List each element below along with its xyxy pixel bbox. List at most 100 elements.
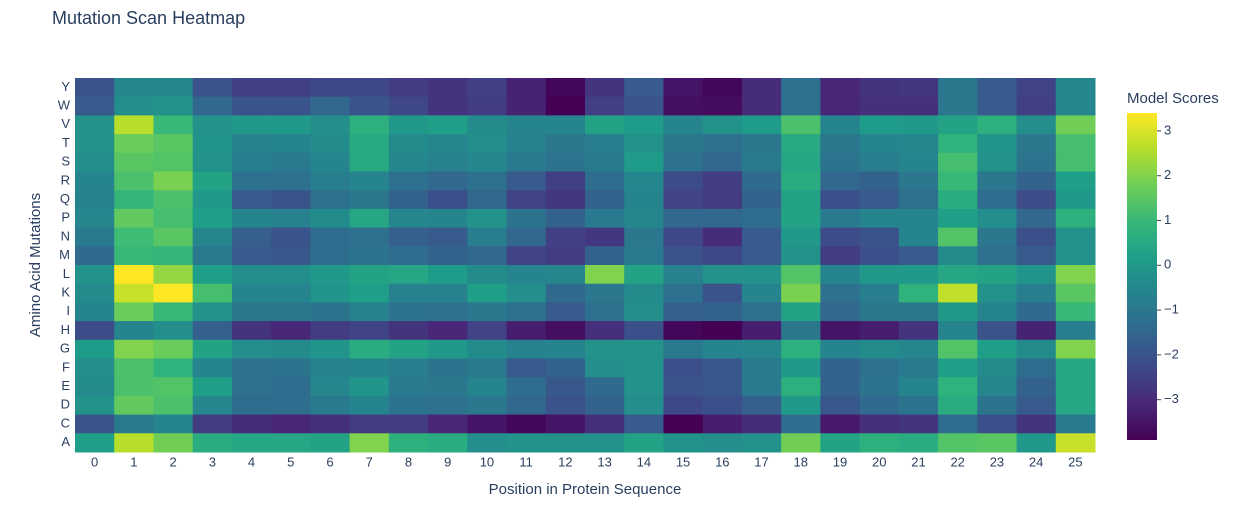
heatmap-cell (192, 339, 233, 359)
heatmap-cell (467, 246, 508, 266)
y-tick-label: W (58, 97, 71, 112)
heatmap-cell (428, 321, 468, 341)
heatmap-cell (75, 283, 115, 303)
heatmap-cell (741, 246, 782, 266)
heatmap-cell (114, 339, 154, 359)
heatmap-cell (741, 302, 782, 322)
x-tick-label: 17 (754, 454, 768, 469)
heatmap-cell (310, 115, 351, 135)
heatmap-cell (977, 246, 1018, 266)
heatmap-cell (153, 302, 194, 322)
x-tick-label: 24 (1029, 454, 1043, 469)
heatmap-cell (820, 283, 861, 303)
heatmap-cell (859, 377, 900, 397)
heatmap-cell (1016, 358, 1057, 378)
heatmap-cell (545, 433, 586, 453)
heatmap-cell (624, 339, 664, 359)
heatmap-cell (938, 377, 978, 397)
x-tick-label: 4 (248, 454, 255, 469)
heatmap-cell (859, 283, 900, 303)
heatmap-cell (624, 246, 664, 266)
heatmap-cell (585, 433, 625, 453)
heatmap-cell (467, 321, 508, 341)
heatmap-cell (349, 134, 390, 154)
heatmap-cell (506, 190, 547, 210)
heatmap-cell (898, 115, 939, 135)
heatmap-cell (310, 358, 351, 378)
heatmap-cell (428, 227, 468, 247)
heatmap-cell (388, 134, 429, 154)
heatmap-cell (192, 302, 233, 322)
heatmap-cell (75, 377, 115, 397)
x-tick-label: 10 (480, 454, 494, 469)
heatmap-cell (467, 358, 508, 378)
heatmap-cell (153, 96, 194, 116)
y-tick-label: C (61, 415, 70, 430)
heatmap-cell (75, 78, 115, 98)
heatmap-cell (977, 208, 1018, 229)
colorbar-tick-label: −3 (1164, 391, 1179, 406)
heatmap-cell (467, 283, 508, 303)
heatmap-cell (820, 208, 861, 229)
heatmap-cell (898, 96, 939, 116)
heatmap-cell (1016, 339, 1057, 359)
heatmap-cell (310, 152, 351, 172)
heatmap-cell (781, 115, 821, 135)
y-tick-label: V (61, 116, 70, 131)
heatmap-cell (114, 377, 154, 397)
heatmap-cell (741, 414, 782, 434)
heatmap-cell (153, 190, 194, 210)
heatmap-cell (663, 171, 704, 191)
heatmap-cell (938, 358, 978, 378)
heatmap-cell (310, 208, 351, 229)
heatmap-cell (428, 339, 468, 359)
heatmap-cell (898, 414, 939, 434)
heatmap-cell (1055, 208, 1096, 229)
heatmap-cell (741, 265, 782, 285)
heatmap-cell (977, 433, 1018, 453)
heatmap-cell (585, 134, 625, 154)
heatmap-cell (271, 321, 311, 341)
heatmap-cell (1055, 395, 1096, 416)
heatmap-cell (310, 96, 351, 116)
x-tick-label: 19 (833, 454, 847, 469)
heatmap-cell (781, 377, 821, 397)
heatmap-cell (977, 115, 1018, 135)
heatmap-cell (898, 208, 939, 229)
heatmap-cell (741, 134, 782, 154)
heatmap-cell (388, 433, 429, 453)
x-tick-label: 3 (209, 454, 216, 469)
heatmap-cell (114, 265, 154, 285)
heatmap-cell (467, 96, 508, 116)
heatmap-cell (1016, 227, 1057, 247)
heatmap-cell (859, 433, 900, 453)
heatmap-cell (741, 395, 782, 416)
heatmap-cell (467, 414, 508, 434)
heatmap-cell (938, 265, 978, 285)
heatmap-cell (781, 414, 821, 434)
heatmap-cell (859, 96, 900, 116)
heatmap-cell (349, 96, 390, 116)
heatmap-cell (585, 395, 625, 416)
heatmap-cell (1016, 96, 1057, 116)
heatmap-cell (231, 265, 272, 285)
heatmap-cell (663, 321, 704, 341)
heatmap-cell (702, 152, 743, 172)
heatmap-cell (153, 115, 194, 135)
heatmap-cell (820, 302, 861, 322)
heatmap-cell (977, 395, 1018, 416)
heatmap-cell (153, 339, 194, 359)
heatmap-cell (75, 190, 115, 210)
heatmap-cell (1016, 377, 1057, 397)
heatmap-cell (153, 265, 194, 285)
heatmap-cell (349, 321, 390, 341)
heatmap-cell (271, 358, 311, 378)
heatmap-cell (624, 283, 664, 303)
heatmap-cell (114, 152, 154, 172)
heatmap-cell (820, 395, 861, 416)
heatmap-cell (898, 358, 939, 378)
x-tick-label: 21 (911, 454, 925, 469)
heatmap-cell (75, 433, 115, 453)
heatmap-cell (938, 227, 978, 247)
heatmap-cell (624, 414, 664, 434)
